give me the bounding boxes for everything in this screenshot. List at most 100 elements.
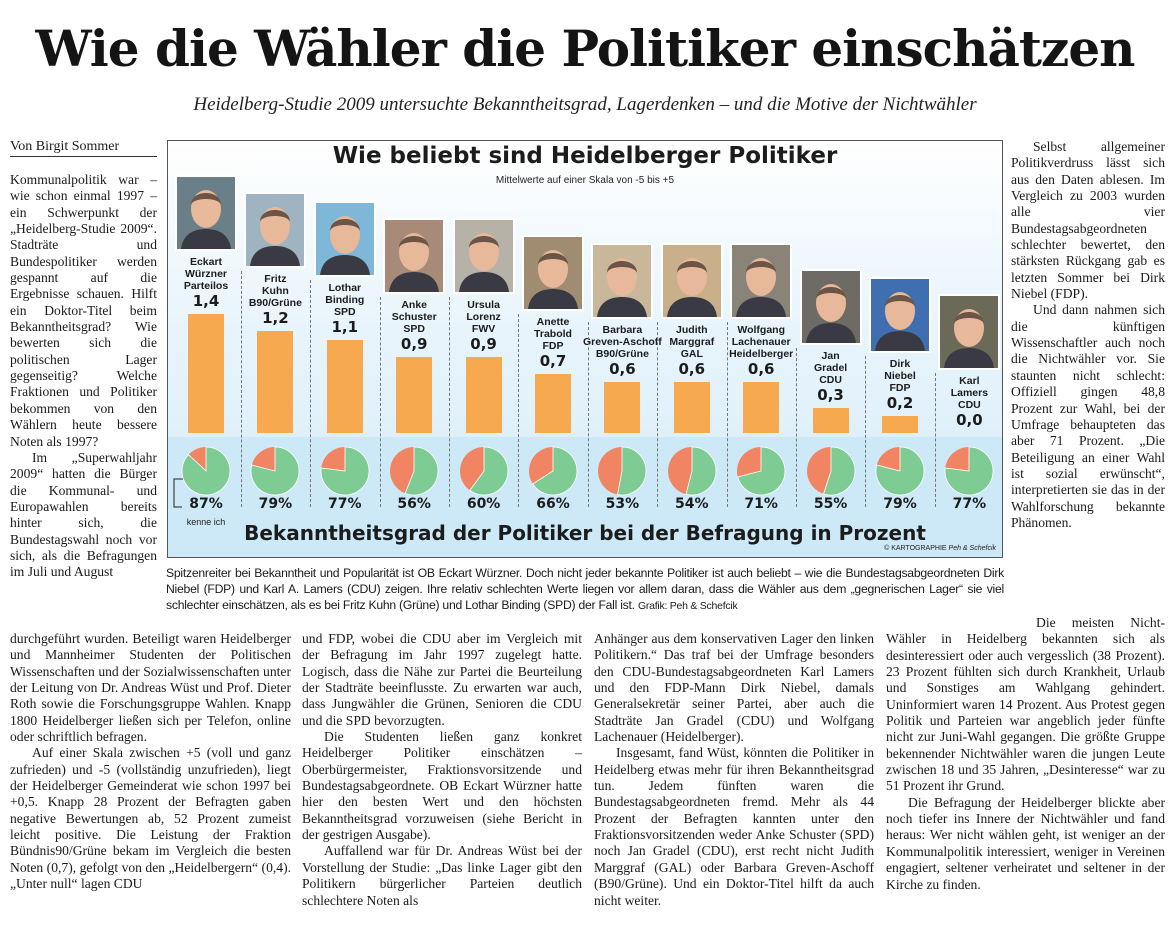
paragraph: Die meisten Nicht-Wähler in Heidelberg b…: [886, 615, 1165, 794]
column-divider: [795, 347, 797, 507]
politician-name: Fritz Kuhn B90/Grüne: [235, 273, 315, 309]
name-first: Dirk: [889, 358, 911, 370]
name-party: Parteilos: [183, 280, 229, 292]
politician-name: Eckart Würzner Parteilos: [168, 256, 246, 292]
name-party: Heidelberger: [729, 348, 794, 360]
politician-photo: [871, 279, 929, 351]
pie-slice-known: [617, 446, 647, 496]
bar-value-label: 1,4: [192, 292, 220, 310]
politician-name: Judith Marggraf GAL: [652, 324, 732, 360]
paragraph: Anhänger aus dem konservativen Lager den…: [594, 631, 874, 745]
name-first: Anke: [401, 298, 428, 311]
column-divider: [240, 271, 242, 507]
pie-slice-known: [685, 446, 717, 496]
bar-value-label: 0,6: [609, 360, 636, 378]
awareness-pie: [251, 446, 300, 496]
paragraph: Und dann nahmen sich die künftigen Wisse…: [1011, 302, 1165, 530]
pie-slice-known: [737, 446, 786, 496]
politician-name: Anette Trabold FDP: [513, 316, 593, 352]
bar-8: [673, 382, 710, 433]
author-byline: Von Birgit Sommer: [10, 139, 157, 157]
article-column-bottom-1: durchgeführt wurden. Beteiligt waren Hei…: [10, 631, 291, 893]
awareness-pie: [737, 446, 786, 496]
name-last: Trabold: [534, 327, 572, 340]
awareness-percent: 77%: [952, 496, 987, 512]
subheadline: Heidelberg-Studie 2009 untersuchte Bekan…: [193, 94, 977, 115]
paragraph: Kommunalpolitik war – wie schon einmal 1…: [10, 172, 157, 449]
awareness-pie: [875, 446, 925, 496]
awareness-percent: 55%: [813, 496, 848, 512]
politician-name: Lothar Binding SPD: [305, 282, 385, 318]
pie-slice-known: [945, 446, 994, 496]
name-party: SPD: [403, 322, 425, 335]
column-divider: [657, 322, 659, 507]
name-first: Ursula: [467, 298, 500, 311]
politician-name: Karl Lamers CDU: [929, 375, 1002, 411]
caption-text: Spitzenreiter bei Bekanntheit und Popula…: [166, 566, 1004, 612]
headline: Wie die Wähler die Politiker einschätzen: [35, 19, 1136, 78]
name-party: SPD: [334, 305, 356, 318]
paragraph: und FDP, wobei die CDU aber im Vergleich…: [302, 631, 582, 728]
name-first: Jan: [821, 349, 840, 362]
article-column-bottom-4: Die meisten Nicht-Wähler in Heidelberg b…: [886, 615, 1165, 893]
name-last: Greven-Aschoff: [583, 336, 662, 348]
politician-name: Wolfgang Lachenauer Heidelberger: [721, 324, 801, 360]
name-first: Barbara: [602, 324, 643, 336]
article-column-bottom-2: und FDP, wobei die CDU aber im Vergleich…: [302, 631, 582, 909]
name-party: FDP: [542, 339, 564, 352]
awareness-percent: 60%: [466, 496, 501, 512]
chart-title: Wie beliebt sind Heidelberger Politiker: [332, 143, 838, 169]
name-first: Karl: [959, 375, 980, 387]
bar-value-label: 0,0: [956, 411, 983, 429]
column-divider: [379, 296, 381, 507]
name-last: Lorenz: [466, 310, 501, 323]
chart-copyright: © KARTOGRAPHIE Peh & Schefcik: [884, 545, 996, 552]
pie-slice-known: [532, 446, 578, 496]
politician-photo: [246, 194, 305, 266]
paragraph: durchgeführt wurden. Beteiligt waren Hei…: [10, 631, 291, 745]
paragraph: Selbst allgemeiner Politikverdruss lässt…: [1011, 139, 1165, 302]
name-last: Gradel: [813, 361, 848, 374]
article-column-left: Kommunalpolitik war – wie schon einmal 1…: [10, 172, 157, 581]
awareness-band: [168, 437, 1002, 557]
name-first: Anette: [536, 315, 570, 328]
awareness-percent: 71%: [744, 496, 778, 512]
awareness-pie: [806, 446, 855, 496]
bar-value-label: 0,7: [539, 351, 567, 370]
awareness-pie: [390, 446, 439, 496]
bar-2: [257, 331, 294, 433]
politician-photo: [315, 202, 374, 275]
awareness-percent: 79%: [258, 496, 293, 512]
awareness-pie: [945, 446, 994, 496]
popularity-chart: Wie beliebt sind Heidelberger Politiker …: [167, 140, 1003, 558]
name-last: Würzner: [185, 268, 227, 280]
copyright-text: © KARTOGRAPHIE: [884, 545, 947, 552]
name-last: Niebel: [884, 370, 916, 382]
name-last: Marggraf: [669, 336, 715, 348]
name-party: GAL: [680, 348, 703, 360]
bar-value-label: 0,2: [886, 394, 914, 412]
pie-slice-known: [822, 446, 855, 496]
name-last: Lamers: [950, 387, 989, 399]
politician-photo: [385, 219, 444, 292]
column-divider: [310, 279, 312, 507]
politician-photo: [524, 236, 582, 309]
awareness-percent: 77%: [328, 496, 362, 512]
awareness-percent: 79%: [883, 496, 917, 512]
bar-6: [535, 373, 571, 433]
bar-10: [812, 407, 849, 433]
column-divider: [587, 322, 589, 507]
politician-name: Barbara Greven-Aschoff B90/Grüne: [582, 324, 662, 360]
awareness-pie: [320, 446, 370, 496]
paragraph: Die Befragung der Heidelberger blickte a…: [886, 794, 1165, 892]
column-divider: [448, 296, 450, 507]
bar-11: [882, 416, 918, 433]
name-party: FDP: [889, 382, 911, 394]
paragraph: Auf einer Skala zwischen +5 (voll und ga…: [10, 745, 291, 892]
politician-name: Anke Schuster SPD: [374, 299, 454, 335]
article-column-right: Selbst allgemeiner Politikverdruss lässt…: [1011, 139, 1165, 531]
column-divider: [518, 313, 520, 507]
awareness-percent: 66%: [536, 496, 570, 512]
column-divider: [934, 373, 936, 507]
paragraph: Im „Superwahljahr 2009“ hatten die Bürge…: [10, 449, 157, 580]
